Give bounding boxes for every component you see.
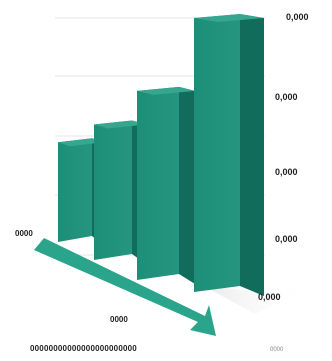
- footer-right-text: 0000: [270, 347, 284, 353]
- bar-front-2: [137, 86, 179, 280]
- axis-start-label: 0000: [15, 229, 33, 238]
- bar-front-1: [94, 120, 132, 260]
- bar-side-2: [179, 86, 195, 284]
- bar-top-3: [194, 14, 264, 22]
- y-tick-label-0: 0,000: [286, 12, 309, 22]
- bar-front-0: [58, 138, 92, 242]
- bar-top-1: [94, 120, 146, 129]
- bar-side-3: [240, 14, 264, 296]
- arrow-label: 0000: [110, 315, 128, 324]
- bar-front-3: [194, 14, 240, 292]
- growth-arrow: [34, 238, 216, 336]
- footer-watermark-text: 00000000000000000000000: [30, 344, 137, 353]
- bars: [58, 14, 264, 296]
- floor-shadow: [200, 284, 312, 314]
- y-tick-label-1: 0,000: [275, 92, 298, 102]
- labels: 0,0000,0000,0000,0000,000000000000000000…: [15, 12, 309, 353]
- bar-shadow: [200, 284, 312, 314]
- trend-arrow: [34, 238, 216, 336]
- y-tick-label-2: 0,000: [275, 167, 298, 177]
- y-tick-label-3: 0,000: [275, 234, 298, 244]
- bar-top-0: [58, 138, 104, 147]
- bar-top-2: [137, 86, 195, 95]
- y-tick-label-4: 0,000: [258, 292, 281, 302]
